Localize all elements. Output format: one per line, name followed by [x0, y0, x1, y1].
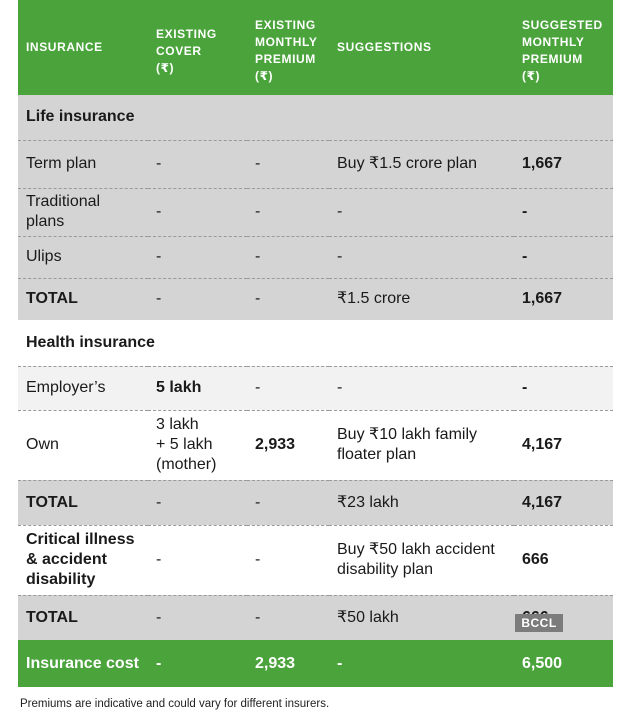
section-title: Health insurance — [26, 333, 155, 351]
footnote: Premiums are indicative and could vary f… — [20, 698, 330, 710]
row-cover: 3 lakh + 5 lakh (mother) — [148, 409, 247, 480]
row-cover: - — [148, 524, 247, 595]
row-suggested: - — [514, 365, 613, 410]
row-suggestion: ₹50 lakh — [329, 594, 514, 640]
header-row: INSURANCE EXISTING COVER (₹) EXISTING MO… — [18, 0, 613, 95]
row-premium: 2,933 — [255, 654, 296, 672]
row-suggested: - — [514, 235, 613, 278]
row-premium: - — [247, 594, 329, 640]
row-suggested: 1,667 — [514, 139, 613, 188]
row-suggested: 6,500 — [522, 654, 563, 672]
row-cover: - — [148, 187, 247, 236]
table-row: Term plan - - Buy ₹1.5 crore plan 1,667 — [18, 139, 613, 188]
row-name: Own — [18, 409, 148, 480]
header-insurance: INSURANCE — [26, 40, 103, 54]
header-existing-cover: EXISTING COVER (₹) — [156, 27, 217, 75]
row-suggested: 666 — [514, 524, 613, 595]
row-premium: - — [247, 277, 329, 320]
section-row-life: Life insurance — [18, 95, 613, 140]
row-suggestion: - — [329, 187, 514, 236]
row-name: Insurance cost — [26, 654, 139, 672]
table-row-critical: Critical illness & accident disability - -… — [18, 524, 613, 595]
row-suggestion: - — [329, 365, 514, 410]
row-name: TOTAL — [18, 479, 148, 525]
row-suggestion: ₹23 lakh — [329, 479, 514, 525]
row-premium: - — [247, 524, 329, 595]
table-row: Own 3 lakh + 5 lakh (mother) 2,933 Buy ₹10… — [18, 409, 613, 480]
row-cover: - — [148, 277, 247, 320]
row-suggestion: Buy ₹50 lakh accident disability plan — [329, 524, 514, 595]
row-suggestion: ₹1.5 crore — [329, 277, 514, 320]
header-suggestions: SUGGESTIONS — [337, 40, 432, 54]
row-cover: - — [148, 139, 247, 188]
row-suggested: 4,167 — [514, 409, 613, 480]
section-row-health: Health insurance — [18, 320, 613, 366]
row-suggestion: - — [337, 654, 343, 672]
bccl-watermark: BCCL — [515, 614, 563, 632]
table-row: Traditional plans - - - - — [18, 187, 613, 236]
section-title: Life insurance — [26, 108, 135, 126]
row-name: TOTAL — [18, 594, 148, 640]
insurance-cost-row: Insurance cost - 2,933 - 6,500 — [18, 640, 613, 687]
total-row-critical: TOTAL - - ₹50 lakh 666 — [18, 594, 613, 640]
row-suggested: 4,167 — [514, 479, 613, 525]
header-suggested-premium: SUGGESTED MONTHLY PREMIUM (₹) — [522, 18, 603, 83]
row-cover: - — [148, 479, 247, 525]
header-existing-premium: EXISTING MONTHLY PREMIUM (₹) — [255, 18, 318, 83]
row-name: TOTAL — [18, 277, 148, 320]
total-row-life: TOTAL - - ₹1.5 crore 1,667 — [18, 277, 613, 320]
table-row: Employer’s 5 lakh - - - — [18, 365, 613, 410]
row-name: Term plan — [18, 139, 148, 188]
row-name: Traditional plans — [18, 187, 148, 236]
table-row: Ulips - - - - — [18, 235, 613, 278]
row-premium: 2,933 — [247, 409, 329, 480]
row-name: Critical illness & accident disability — [18, 524, 148, 595]
insurance-table: INSURANCE EXISTING COVER (₹) EXISTING MO… — [18, 0, 613, 687]
row-suggested: 1,667 — [514, 277, 613, 320]
row-premium: - — [247, 235, 329, 278]
total-row-health: TOTAL - - ₹23 lakh 4,167 — [18, 479, 613, 525]
row-premium: - — [247, 365, 329, 410]
row-cover: - — [148, 235, 247, 278]
row-suggestion: Buy ₹1.5 crore plan — [329, 139, 514, 188]
row-premium: - — [247, 187, 329, 236]
row-suggestion: Buy ₹10 lakh family floater plan — [329, 409, 514, 480]
row-suggested: - — [514, 187, 613, 236]
row-premium: - — [247, 479, 329, 525]
row-cover: - — [156, 654, 162, 672]
row-premium: - — [247, 139, 329, 188]
row-suggestion: - — [329, 235, 514, 278]
row-cover: 5 lakh — [148, 365, 247, 410]
row-name: Ulips — [18, 235, 148, 278]
row-cover: - — [148, 594, 247, 640]
row-name: Employer’s — [18, 365, 148, 410]
